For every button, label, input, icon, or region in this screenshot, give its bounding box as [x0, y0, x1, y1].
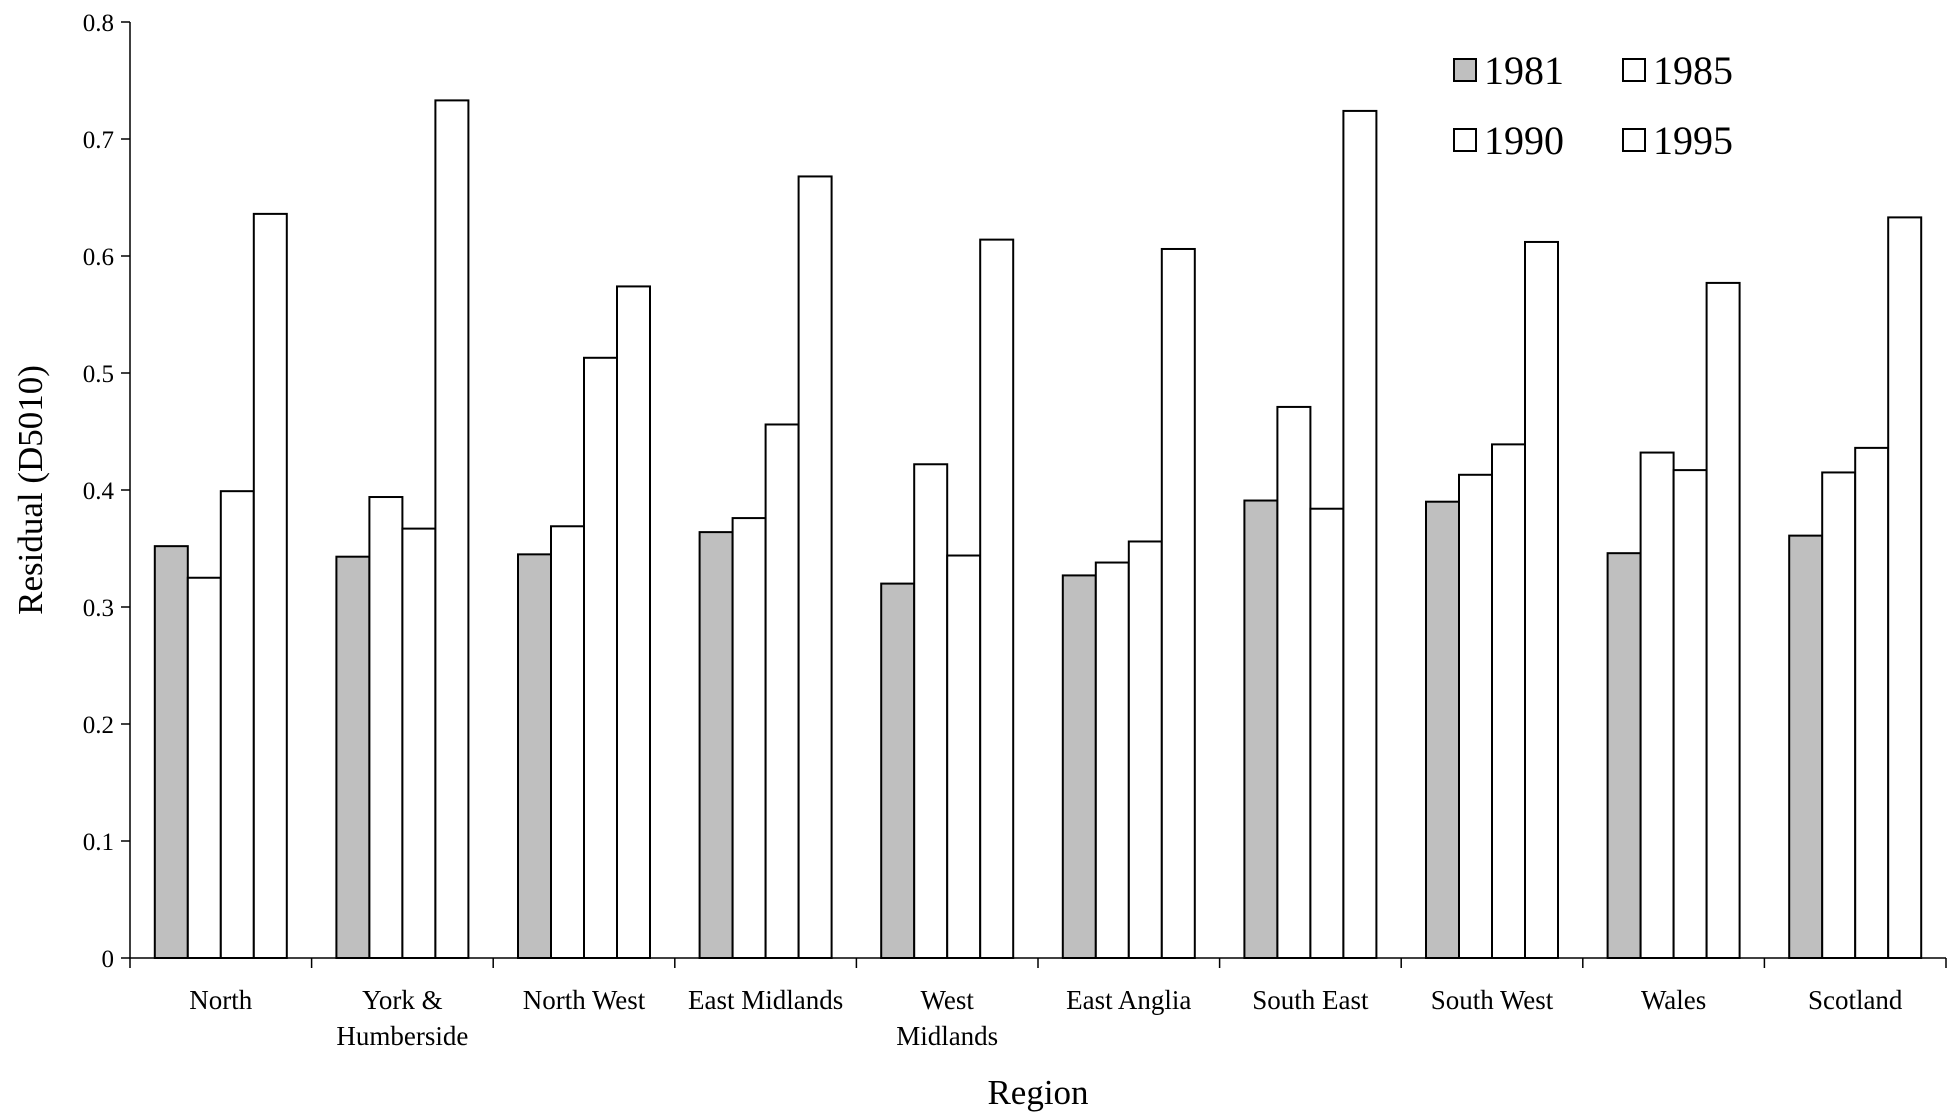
bar-1981 — [1606, 552, 1642, 959]
bar-1995 — [1342, 109, 1378, 960]
bar-1990 — [1854, 446, 1890, 959]
bar-1981 — [880, 582, 916, 959]
y-tick-label: 0.1 — [83, 829, 114, 856]
x-category-label: South West — [1431, 985, 1554, 1015]
x-axis: North York & Humberside North West East Midl… — [129, 957, 1947, 1051]
legend-swatch — [1622, 128, 1646, 152]
bar-1995 — [1705, 281, 1741, 960]
bar-1995 — [434, 99, 470, 959]
y-tick-label: 0 — [102, 946, 115, 973]
bar-1990 — [401, 527, 437, 959]
bar-1981 — [517, 553, 552, 959]
y-tick-label: 0.8 — [83, 10, 114, 37]
legend-swatch — [1622, 58, 1646, 82]
x-category-label: Scotland — [1808, 985, 1903, 1015]
x-category-label: York & Humberside — [336, 985, 468, 1051]
x-category-label: East Anglia — [1066, 985, 1191, 1015]
legend-label: 1985 — [1653, 48, 1733, 93]
x-category-label: North — [189, 985, 252, 1015]
bar-1981 — [698, 531, 734, 959]
y-tick-label: 0.7 — [83, 127, 114, 154]
bar-1985 — [1094, 561, 1130, 959]
bar-1990 — [1127, 540, 1163, 959]
bar-1985 — [1458, 473, 1493, 959]
bar-1995 — [1524, 240, 1559, 959]
bar-1990 — [1491, 443, 1526, 959]
bar-1981 — [1061, 574, 1097, 959]
bar-1995 — [797, 175, 833, 959]
bar-1985 — [913, 463, 949, 959]
bar-1981 — [153, 545, 189, 959]
bar-1995 — [616, 285, 651, 960]
bar-1990 — [583, 356, 618, 960]
y-axis-title: Residual (D5010) — [11, 365, 50, 615]
bar-1985 — [550, 525, 585, 960]
bar-1985 — [186, 576, 222, 959]
bar-1985 — [731, 517, 767, 960]
y-tick-label: 0.5 — [83, 361, 114, 388]
bar-1985 — [368, 496, 404, 959]
legend-label: 1990 — [1484, 118, 1564, 163]
legend-swatch — [1453, 128, 1477, 152]
bars — [153, 99, 1923, 960]
bar-1985 — [1276, 405, 1312, 959]
legend-label: 1981 — [1484, 48, 1564, 93]
bar-1981 — [1788, 534, 1824, 959]
x-category-label: West Midlands — [896, 985, 998, 1051]
bar-1981 — [1243, 499, 1279, 959]
bar-1981 — [335, 555, 371, 959]
bar-1990 — [1309, 507, 1345, 959]
bar-1985 — [1821, 471, 1857, 959]
bar-1985 — [1639, 451, 1675, 959]
x-category-label: North West — [523, 985, 646, 1015]
x-category-label: Wales — [1641, 985, 1706, 1015]
y-tick-label: 0.4 — [83, 478, 115, 505]
bar-1990 — [764, 423, 800, 960]
bar-1981 — [1425, 500, 1460, 959]
y-tick-label: 0.6 — [83, 244, 114, 271]
x-category-label: South East — [1252, 985, 1369, 1015]
bar-1995 — [979, 238, 1015, 959]
legend: 1981 1985 1990 1995 — [1453, 48, 1733, 163]
x-category-label: East Midlands — [688, 985, 843, 1015]
y-tick-label: 0.2 — [83, 712, 114, 739]
bar-1995 — [252, 212, 288, 959]
bar-1990 — [1672, 469, 1708, 959]
bar-1995 — [1887, 216, 1923, 959]
bar-1990 — [946, 554, 982, 960]
y-tick-label: 0.3 — [83, 595, 114, 622]
legend-swatch — [1453, 58, 1477, 82]
x-axis-title: Region — [987, 1073, 1088, 1112]
y-axis: 0 0.1 0.2 0.3 0.4 0.5 0.6 0.7 0.8 — [83, 10, 131, 973]
bar-1995 — [1160, 247, 1196, 960]
bar-1990 — [219, 490, 255, 959]
legend-label: 1995 — [1653, 118, 1733, 163]
